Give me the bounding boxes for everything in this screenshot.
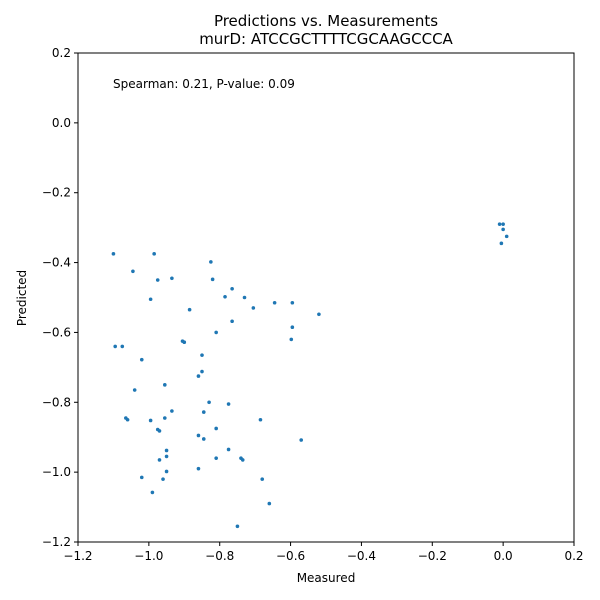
data-point <box>289 337 294 342</box>
data-point <box>182 340 187 345</box>
data-point <box>226 447 231 452</box>
y-tick-label: −0.6 <box>42 325 71 339</box>
data-point <box>164 454 169 459</box>
data-point <box>120 344 125 349</box>
x-axis-label: Measured <box>297 571 356 585</box>
data-point <box>226 402 231 406</box>
x-tick-label: −0.2 <box>418 549 447 563</box>
data-point <box>290 325 295 329</box>
data-points <box>111 222 509 529</box>
data-point <box>317 312 321 317</box>
data-point <box>157 429 162 433</box>
data-point <box>139 475 144 480</box>
data-point <box>200 369 204 374</box>
data-point <box>201 437 206 441</box>
data-point <box>267 501 272 506</box>
data-point <box>132 388 137 392</box>
data-point <box>163 383 167 387</box>
data-point <box>139 357 144 362</box>
data-point <box>501 222 505 226</box>
data-point <box>251 306 256 310</box>
data-point <box>170 276 174 281</box>
data-point <box>148 297 153 302</box>
data-point <box>155 278 160 282</box>
data-point <box>230 286 234 291</box>
data-point <box>148 418 153 423</box>
data-point <box>240 458 245 462</box>
y-tick-label: −0.4 <box>42 256 71 270</box>
data-point <box>499 241 504 246</box>
correlation-annotation: Spearman: 0.21, P-value: 0.09 <box>113 77 295 91</box>
data-point <box>196 466 201 471</box>
y-tick-label: −0.2 <box>42 186 71 200</box>
data-point <box>157 458 162 462</box>
data-point <box>163 416 167 420</box>
chart-title: Predictions vs. Measurements <box>214 12 438 30</box>
y-tick-label: 0.2 <box>52 46 71 60</box>
data-point <box>235 524 240 529</box>
x-tick-label: −0.4 <box>347 549 376 563</box>
data-point <box>223 295 227 299</box>
data-point <box>150 490 155 495</box>
data-point <box>200 353 204 357</box>
data-point <box>164 448 169 453</box>
data-point <box>242 295 247 300</box>
data-point <box>214 456 218 460</box>
axis-ticks: −1.2 −1.0 −0.8 −0.6 −0.4 −0.2 0.0 0.2 −1.2 −1.0 −0… <box>42 46 584 563</box>
data-point <box>113 344 117 349</box>
data-point <box>152 252 156 256</box>
plot-frame <box>77 52 575 543</box>
data-point <box>125 417 130 422</box>
y-tick-label: −0.8 <box>42 395 71 409</box>
y-tick-label: −1.0 <box>42 465 71 479</box>
x-tick-label: −0.8 <box>205 549 234 563</box>
data-point <box>187 307 192 312</box>
data-point <box>161 477 165 481</box>
y-axis-label: Predicted <box>15 270 29 326</box>
y-tick-label: 0.0 <box>52 116 71 130</box>
data-point <box>230 319 234 324</box>
data-point <box>214 330 218 335</box>
data-point <box>497 222 502 226</box>
data-point <box>258 417 263 422</box>
data-point <box>504 234 509 239</box>
data-point <box>170 409 174 413</box>
data-point <box>260 477 265 481</box>
data-point <box>207 400 211 405</box>
data-point <box>501 227 505 232</box>
x-tick-label: 0.0 <box>494 549 513 563</box>
data-point <box>164 469 169 474</box>
y-tick-label: −1.2 <box>42 535 71 549</box>
data-point <box>272 300 277 305</box>
data-point <box>131 269 135 274</box>
data-point <box>196 374 201 378</box>
data-point <box>210 277 215 282</box>
x-tick-label: −1.2 <box>63 549 92 563</box>
x-tick-label: 0.2 <box>564 549 583 563</box>
data-point <box>214 426 218 431</box>
x-tick-label: −0.6 <box>276 549 305 563</box>
data-point <box>196 433 201 438</box>
chart-subtitle: murD: ATCCGCTTTTCGCAAGCCCA <box>199 30 453 48</box>
x-tick-label: −1.0 <box>134 549 163 563</box>
data-point <box>290 300 295 305</box>
data-point <box>111 252 116 256</box>
data-point <box>201 410 206 414</box>
data-point <box>209 260 213 264</box>
data-point <box>299 438 304 442</box>
